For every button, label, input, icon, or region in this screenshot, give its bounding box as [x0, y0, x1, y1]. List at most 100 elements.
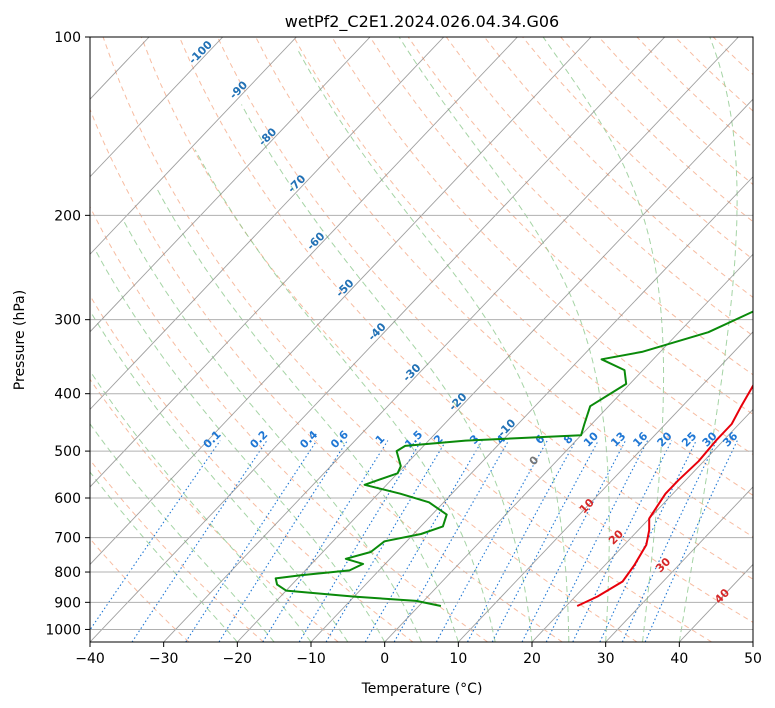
dry-adiabat	[90, 108, 563, 642]
mixing-ratio-label: 0.4	[297, 428, 320, 451]
dry-adiabat	[522, 37, 753, 260]
isotherm-label: -60	[304, 229, 327, 252]
y-tick-label: 400	[54, 387, 81, 403]
x-tick-label: 20	[523, 651, 541, 667]
y-tick-label: 200	[54, 208, 81, 224]
mixing-ratio-label: 0.1	[201, 428, 224, 451]
isotherm-line	[679, 563, 753, 642]
isotherm-label: -70	[285, 172, 308, 195]
dry-adiabat	[140, 37, 712, 642]
y-axis-label: Pressure (hPa)	[12, 290, 28, 390]
line-labels: -100-90-80-70-60-50-40-30-20-100.1 0.2 0.4…	[186, 38, 740, 606]
moist-adiabat	[95, 251, 386, 642]
dry-adiabat	[712, 37, 753, 76]
isotherm-label: -50	[333, 276, 356, 299]
isotherm-line	[90, 37, 592, 566]
dry-adiabat	[484, 37, 753, 298]
mixing-ratio-line	[325, 440, 447, 642]
isotherm-line	[531, 408, 753, 642]
y-tick-label: 700	[54, 531, 81, 547]
x-axis-ticks: −40 −30 −20 −10 0 10 20 30 40 50	[75, 642, 762, 667]
isotherm-line	[458, 331, 753, 642]
dry-adiabat	[674, 37, 753, 112]
x-tick-label: 40	[670, 651, 688, 667]
mixing-ratio-label: 25	[679, 430, 699, 450]
moist-adiabat	[90, 471, 238, 642]
isotherm-label: -80	[256, 125, 279, 148]
x-tick-label: −10	[296, 651, 326, 667]
isotherm-line	[752, 641, 753, 642]
dry-adiabats	[90, 37, 753, 642]
isotherm-line	[90, 37, 445, 411]
mixing-ratio-line	[572, 440, 673, 642]
mixing-ratio-label: 16	[630, 429, 650, 449]
mixing-ratio-line	[185, 440, 318, 642]
dry-adiabat	[751, 37, 753, 40]
moist-adiabat	[398, 37, 610, 642]
x-tick-label: 30	[597, 651, 615, 667]
dry-adiabat	[102, 37, 638, 642]
sounding-series	[274, 310, 753, 607]
x-tick-label: −20	[223, 651, 253, 667]
dry-adiabat	[636, 37, 753, 149]
dry-adiabat	[407, 37, 753, 376]
isotherm-line	[605, 486, 753, 642]
moist-adiabat	[90, 370, 312, 642]
isotherm-label: -30	[400, 361, 423, 384]
isotherm-line	[0, 37, 2, 642]
dry-adiabat	[560, 37, 753, 223]
x-axis-label: Temperature (°C)	[361, 681, 483, 697]
y-tick-label: 1000	[45, 622, 81, 638]
temperature-line	[576, 383, 753, 607]
moist-adiabat	[241, 104, 533, 642]
moist-adiabat	[90, 309, 349, 642]
mixing-ratio-line	[621, 440, 718, 642]
plot-area: -100-90-80-70-60-50-40-30-20-100.1 0.2 0.4…	[0, 37, 753, 642]
mixing-ratio-label: 0.2	[247, 428, 270, 451]
mixing-ratio-label: 2	[431, 432, 446, 447]
isotherm-line	[90, 37, 371, 333]
x-tick-label: 50	[744, 651, 762, 667]
moist-adiabat	[678, 37, 738, 642]
dry-adiabat	[90, 459, 264, 642]
mixing-ratio-line	[218, 440, 348, 642]
dry-adiabat	[331, 37, 753, 456]
moist-adiabat	[542, 37, 665, 642]
y-tick-label: 600	[54, 491, 81, 507]
mixing-ratio-line	[393, 440, 510, 642]
mixing-ratio-line	[435, 440, 548, 642]
plot-frame	[89, 36, 754, 643]
chart-title: wetPf2_C2E1.2024.026.04.34.G06	[285, 12, 559, 32]
dry-adiabat	[217, 37, 753, 580]
y-axis-ticks: 100 200 300 400 500 600 700 800 900 1000	[45, 30, 90, 638]
isotherm-line	[90, 37, 666, 642]
y-tick-label: 800	[54, 565, 81, 581]
isotherm-label: -100	[186, 38, 215, 67]
dry-adiabat	[90, 537, 190, 642]
y-tick-label: 500	[54, 444, 81, 460]
mixing-ratio-line	[262, 440, 389, 642]
isotherm-line	[384, 253, 753, 642]
pressure-grid	[90, 37, 753, 630]
dry-adiabat	[255, 37, 753, 538]
x-tick-label: 0	[380, 651, 389, 667]
y-tick-label: 300	[54, 313, 81, 329]
mixing-ratio-line	[298, 440, 422, 642]
dry-adiabat	[178, 37, 753, 623]
mixing-ratio-line	[467, 440, 577, 642]
moist-adiabat	[90, 423, 275, 642]
moist-adiabats	[90, 37, 738, 642]
mixing-ratio-lines	[90, 440, 738, 642]
dewpoint-line	[274, 310, 753, 607]
dry-adiabat	[90, 378, 339, 642]
moist-adiabat	[156, 187, 459, 642]
isotherm-line	[237, 98, 753, 642]
mixing-ratio-line	[131, 440, 268, 642]
isotherm-label: -90	[227, 78, 250, 101]
isotherm-line	[90, 37, 518, 488]
isotherm-line	[163, 37, 739, 642]
moist-adiabat	[297, 49, 570, 642]
isotherm-line	[90, 37, 224, 178]
mixing-ratio-line	[545, 440, 648, 642]
